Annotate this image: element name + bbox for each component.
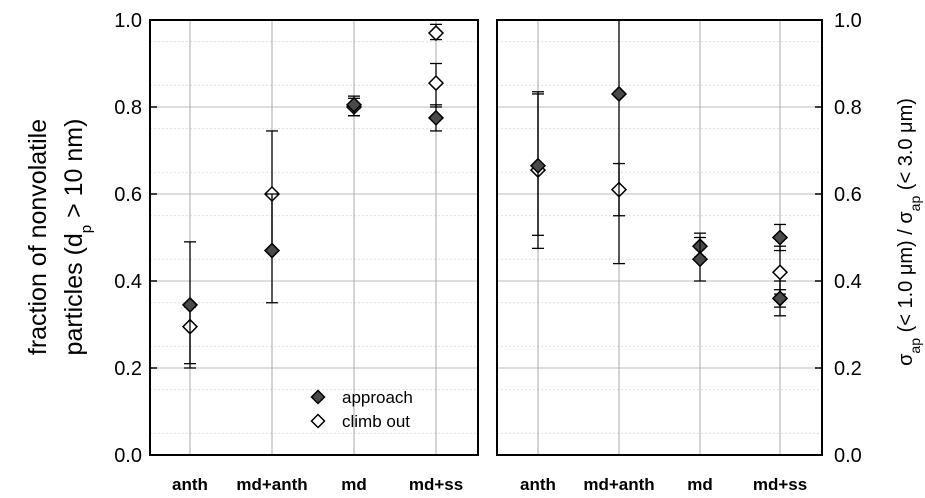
error-bar [613, 19, 625, 217]
y-tick-label: 0.8 [834, 97, 862, 119]
y-tick-label: 0.0 [114, 445, 142, 467]
plot-frame [496, 19, 823, 456]
y-tick-label: 0.4 [114, 271, 142, 293]
x-category-label: md [687, 475, 713, 494]
y-tick-label: 0.8 [114, 97, 142, 119]
y-tick-label: 0.2 [114, 358, 142, 380]
x-category-label: md+anth [236, 475, 307, 494]
y-tick-label: 0.6 [114, 184, 142, 206]
legend-marker-filled-diamond [310, 389, 326, 405]
legend-label: approach [342, 388, 413, 407]
plot-frame [149, 19, 479, 456]
data-point-filled-diamond [610, 85, 628, 103]
data-point-filled-diamond [263, 242, 281, 259]
legend: approach climb out [310, 388, 413, 431]
data-point-filled-diamond [181, 296, 199, 313]
y-tick-label: 0.2 [834, 358, 862, 380]
data-point-open-diamond [427, 24, 445, 42]
x-category-label: anth [520, 475, 556, 494]
y-tick-label: 0.6 [834, 184, 862, 206]
chart-panel-1: 0.0 0.2 0.4 0.6 0.8 1.0 anth md+anth md md+ss frac… [24, 10, 479, 494]
legend-marker-open-diamond [310, 413, 326, 429]
data-point-filled-diamond [771, 290, 789, 307]
data-point-filled-diamond [529, 157, 547, 174]
y-tick-label: 0.4 [834, 271, 862, 293]
data-point-filled-diamond [427, 109, 445, 126]
legend-label: climb out [342, 412, 410, 431]
y-tick-label: 0.0 [834, 445, 862, 467]
y-axis-label-line2: particles (dp > 10 nm) [60, 119, 95, 356]
x-category-label: anth [172, 475, 208, 494]
x-category-label: md+anth [583, 475, 654, 494]
data-point-filled-diamond [691, 251, 709, 268]
y-axis-label-right: σap (< 1.0 μm) / σap (< 3.0 μm) [895, 98, 923, 366]
chart-panel-2: 0.0 0.2 0.4 0.6 0.8 1.0 anth md+anth md md+ss σap … [496, 10, 923, 494]
y-axis-label-line1: fraction of nonvolatile [24, 119, 52, 355]
y-tick-label: 1.0 [114, 10, 142, 32]
data-point-filled-diamond [345, 96, 363, 113]
x-category-label: md+ss [409, 475, 463, 494]
x-category-label: md+ss [753, 475, 807, 494]
data-point-filled-diamond [771, 229, 789, 246]
y-tick-label: 1.0 [834, 10, 862, 32]
data-point-open-diamond [771, 264, 789, 281]
x-category-label: md [341, 475, 367, 494]
data-point-open-diamond [427, 75, 445, 92]
